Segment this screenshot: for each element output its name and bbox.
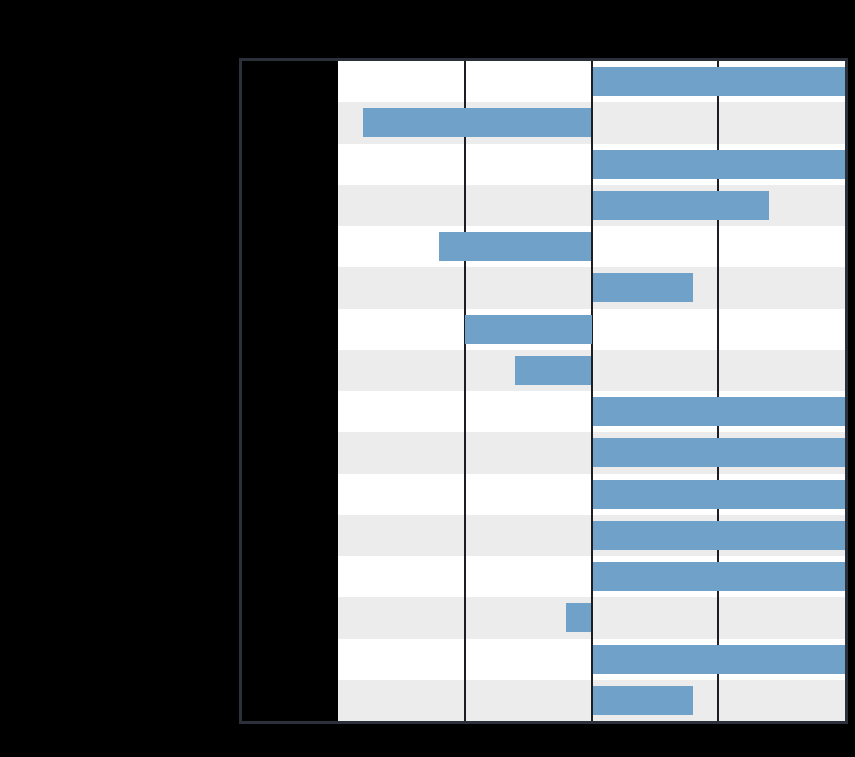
bar (592, 562, 845, 592)
x-gridline (717, 61, 720, 721)
bar (592, 520, 845, 550)
chart-row (338, 514, 845, 556)
bar (363, 108, 592, 138)
bar (515, 355, 592, 385)
x-gridline (590, 61, 593, 721)
bar (592, 438, 845, 468)
bar (592, 67, 845, 97)
category-label-column (242, 61, 338, 721)
bar (592, 149, 845, 179)
plot-frame (239, 58, 848, 724)
bar (439, 232, 592, 262)
bar (592, 397, 845, 427)
bar (592, 644, 845, 674)
x-gridline (463, 61, 466, 721)
plot-area (338, 61, 845, 721)
bar (592, 685, 693, 715)
bar (592, 190, 769, 220)
bar (566, 603, 592, 633)
bar (464, 314, 592, 344)
bar (592, 273, 693, 303)
bar (592, 479, 845, 509)
